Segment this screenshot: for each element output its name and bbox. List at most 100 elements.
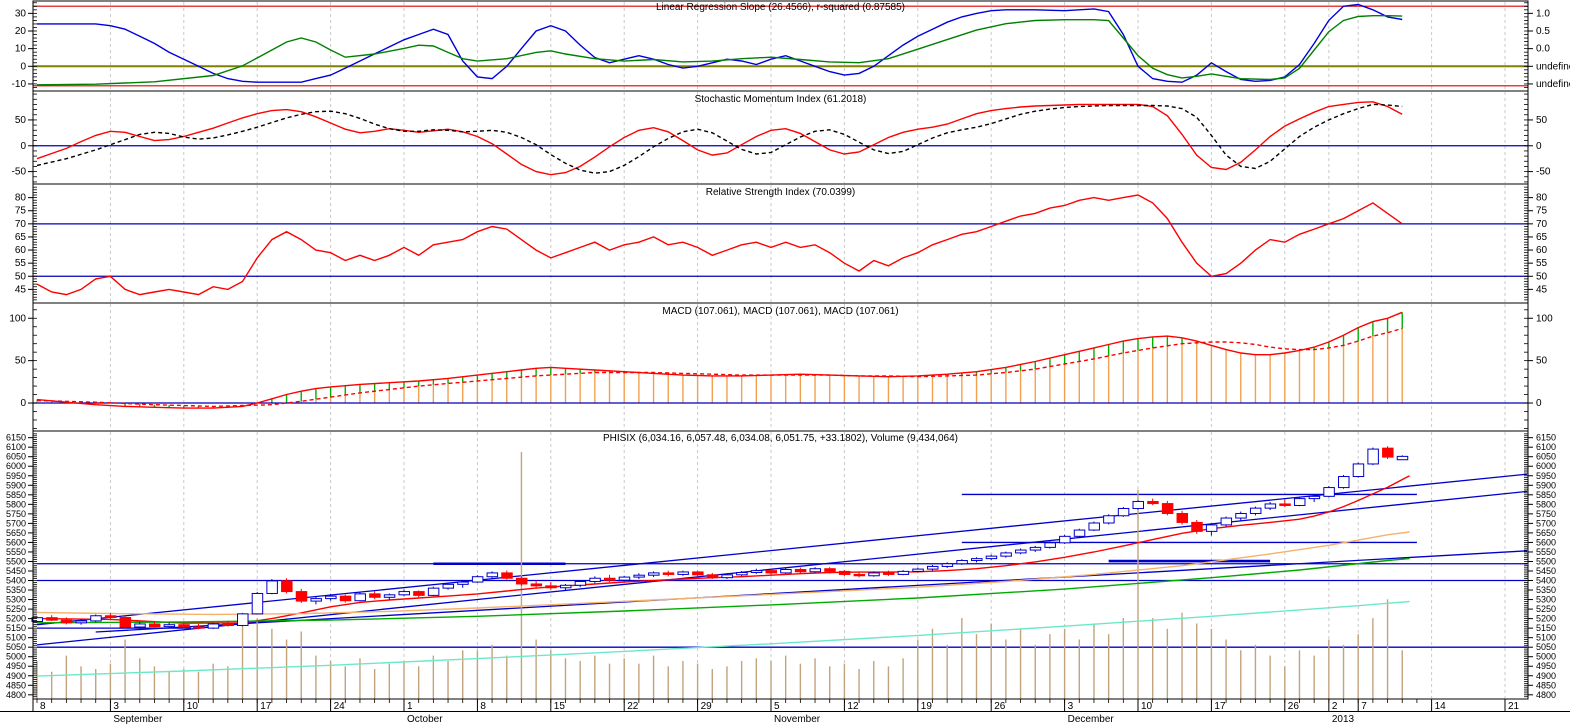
- y-label-right: -50: [1536, 167, 1551, 178]
- candle-down: [662, 572, 675, 575]
- trendlines: [36, 473, 1528, 646]
- y-label-right: 70: [1536, 219, 1548, 230]
- y-label-left: 5050: [6, 642, 26, 652]
- candle-up: [325, 595, 337, 600]
- y-label-left: 5300: [6, 595, 26, 605]
- y-label-left: 5000: [6, 652, 26, 662]
- candle-down: [148, 623, 161, 628]
- candle-up: [1132, 500, 1144, 510]
- candle-up: [207, 623, 220, 629]
- smi-signal-line: [36, 103, 1403, 174]
- candle-up: [721, 574, 733, 579]
- y-label-right: 65: [1536, 232, 1548, 243]
- candle-up: [809, 568, 822, 573]
- x-day-label: 10: [1141, 701, 1153, 712]
- y-label-right: 5300: [1536, 595, 1556, 605]
- y-label-left: 5100: [6, 633, 26, 643]
- candle-up: [1396, 455, 1409, 461]
- y-label-right: 5750: [1536, 509, 1556, 519]
- y-label-right: 6150: [1536, 433, 1556, 443]
- candle-up: [1293, 498, 1306, 506]
- x-day-label: 1: [407, 701, 413, 712]
- panel-macd-line: 100 100 50 50 0 0: [9, 302, 1553, 432]
- y-label-left: 4850: [6, 680, 26, 690]
- candle-up: [1088, 522, 1100, 531]
- y-label-left: 5450: [6, 566, 26, 576]
- candle-up: [1352, 463, 1365, 478]
- candle-up: [648, 572, 660, 576]
- y-label-left: 10: [15, 44, 27, 55]
- y-label-right: 45: [1536, 284, 1548, 295]
- candle-down: [1161, 503, 1174, 514]
- y-label-left: 50: [15, 356, 27, 367]
- candle-down: [838, 570, 851, 575]
- y-label-right: 6000: [1536, 461, 1556, 471]
- x-day-label: 26: [1288, 701, 1300, 712]
- y-label-left: 5150: [6, 623, 26, 633]
- y-axis: 30 1.0 20 0.5 10 0.0 0 undefined -10 undefined: [12, 2, 1570, 90]
- y-label-right: 50: [1536, 271, 1548, 282]
- candle-up: [926, 565, 939, 570]
- x-day-label: 15: [554, 701, 566, 712]
- x-day-label: 29: [701, 701, 713, 712]
- candle-up: [383, 594, 396, 598]
- candle-up: [912, 568, 924, 572]
- y-label-right: 5850: [1536, 490, 1556, 500]
- y-label-right: 5400: [1536, 576, 1556, 586]
- candle-down: [706, 574, 719, 579]
- candle-down: [281, 580, 293, 593]
- candle-up: [1073, 529, 1086, 537]
- candle-down: [1147, 500, 1159, 505]
- x-day-label: 14: [1435, 701, 1447, 712]
- y-label-left: 45: [15, 284, 27, 295]
- y-label-left: 0: [20, 61, 26, 72]
- y-label-left: 5800: [6, 499, 26, 509]
- y-label-right: 0: [1536, 398, 1542, 409]
- candle-up: [31, 617, 43, 622]
- y-label-left: 5950: [6, 471, 26, 481]
- candle-up: [1367, 448, 1379, 465]
- candle-up: [457, 581, 469, 585]
- candle-down: [339, 595, 352, 602]
- y-label-right: 100: [1536, 313, 1553, 324]
- y-label-left: 4800: [6, 690, 26, 700]
- y-label-right: 4950: [1536, 661, 1556, 671]
- y-label-left: 5350: [6, 585, 26, 595]
- panel-linear-regression-slope: 30 1.0 20 0.5 10 0.0 0 undefined -10 undefined: [12, 0, 1570, 92]
- candle-down: [882, 572, 895, 575]
- x-day-label: 10: [187, 701, 199, 712]
- candle-down: [1382, 447, 1394, 458]
- y-label-left: 5650: [6, 528, 26, 538]
- candle-up: [1308, 495, 1321, 500]
- candle-up: [1235, 512, 1247, 519]
- candle-up: [1338, 476, 1350, 489]
- candle-up: [398, 591, 410, 596]
- candle-up: [868, 572, 880, 577]
- candle-up: [1000, 552, 1012, 557]
- y-label-left: 6150: [6, 433, 26, 443]
- y-label-right: 5150: [1536, 623, 1556, 633]
- y-label-right: 50: [1536, 356, 1548, 367]
- x-day-label: 19: [921, 701, 933, 712]
- candle-up: [677, 571, 689, 575]
- y-label-left: 60: [15, 245, 27, 256]
- y-label-right: 5050: [1536, 642, 1556, 652]
- y-label-left: 30: [15, 8, 27, 19]
- candle-up: [134, 623, 146, 628]
- y-label-right: 5000: [1536, 652, 1556, 662]
- candle-down: [501, 572, 513, 579]
- y-label-right: 5100: [1536, 633, 1556, 643]
- candle-up: [574, 580, 587, 586]
- y-label-right: 55: [1536, 258, 1548, 269]
- candle-down: [545, 585, 557, 589]
- y-label-left: 6100: [6, 442, 26, 452]
- candle-down: [853, 573, 866, 577]
- candle-down: [178, 624, 190, 628]
- candle-down: [515, 577, 528, 585]
- candle-down: [46, 617, 58, 621]
- y-label-right: 5900: [1536, 480, 1556, 490]
- macd-signal-line: [36, 327, 1403, 408]
- candle-down: [1176, 512, 1189, 523]
